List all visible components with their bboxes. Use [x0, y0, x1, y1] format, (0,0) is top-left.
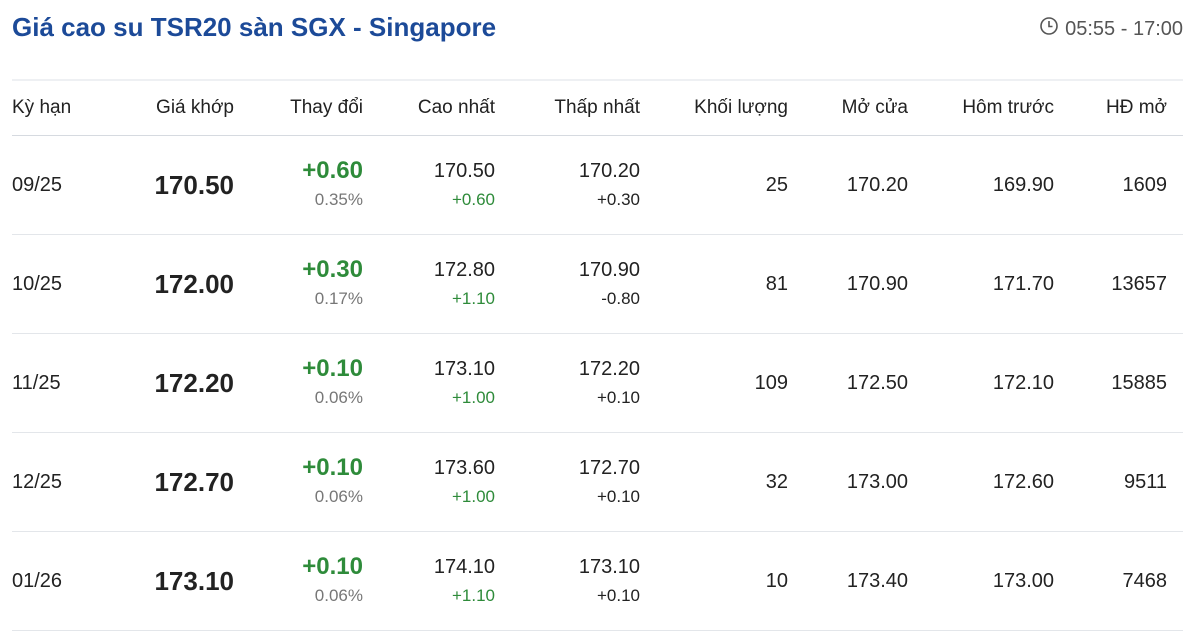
trading-hours: 05:55 - 17:00 [1039, 16, 1183, 42]
low-change: +0.10 [596, 388, 640, 407]
clock-icon [1039, 16, 1059, 42]
change-percent: 0.17% [314, 289, 363, 308]
high: 174.10 [433, 556, 495, 578]
low-change: -0.80 [601, 289, 640, 308]
open: 172.50 [846, 372, 908, 394]
open-interest: 7468 [1122, 570, 1168, 592]
table-row: 11/25 172.20 +0.10 0.06% 173.10 +1.00 172.2… [12, 333, 1183, 433]
price-table: Kỳ hạn Giá khớp Thay đổi Cao nhất Thấp nhất K… [12, 79, 1183, 631]
low-change: +0.30 [596, 190, 640, 209]
low-change: +0.10 [596, 487, 640, 506]
volume: 25 [765, 174, 788, 196]
match-price: 172.00 [154, 268, 234, 299]
open: 173.00 [846, 471, 908, 493]
volume: 81 [765, 273, 788, 295]
high-change: +1.00 [451, 487, 495, 506]
change: +0.30 [302, 256, 363, 283]
term: 10/25 [12, 273, 63, 295]
table-row: 10/25 172.00 +0.30 0.17% 172.80 +1.10 170.9… [12, 234, 1183, 334]
volume: 109 [754, 372, 788, 394]
hours-text: 05:55 - 17:00 [1065, 17, 1183, 40]
open-interest: 13657 [1111, 273, 1167, 295]
page-title: Giá cao su TSR20 sàn SGX - Singapore [12, 12, 497, 42]
volume: 10 [765, 570, 788, 592]
column-header: Thay đổi [234, 80, 363, 136]
column-header: Cao nhất [363, 80, 495, 136]
previous-close: 171.70 [992, 273, 1054, 295]
match-price: 172.20 [154, 367, 234, 398]
previous-close: 172.60 [992, 471, 1054, 493]
high-change: +0.60 [451, 190, 495, 209]
term: 11/25 [12, 372, 61, 394]
term: 09/25 [12, 174, 63, 196]
open-interest: 9511 [1123, 471, 1167, 493]
open: 170.20 [846, 174, 908, 196]
table-row: 09/25 170.50 +0.60 0.35% 170.50 +0.60 170.2… [12, 135, 1183, 235]
table-row: 01/26 173.10 +0.10 0.06% 174.10 +1.10 173.1… [12, 531, 1183, 631]
low: 170.90 [578, 259, 640, 281]
column-header: Hôm trước [908, 80, 1054, 136]
change-percent: 0.06% [314, 487, 363, 506]
change: +0.10 [302, 454, 363, 481]
previous-close: 172.10 [992, 372, 1054, 394]
low: 170.20 [578, 160, 640, 182]
change-percent: 0.06% [314, 586, 363, 605]
previous-close: 173.00 [992, 570, 1054, 592]
high: 172.80 [433, 259, 495, 281]
low: 172.70 [578, 457, 640, 479]
high: 170.50 [433, 160, 495, 182]
term: 01/26 [12, 570, 63, 592]
table-row: 12/25 172.70 +0.10 0.06% 173.60 +1.00 172.7… [12, 432, 1183, 532]
volume: 32 [765, 471, 788, 493]
low: 173.10 [578, 556, 640, 578]
high: 173.10 [433, 358, 495, 380]
column-header: Khối lượng [640, 80, 788, 136]
column-header: Kỳ hạn [12, 80, 120, 136]
change: +0.10 [302, 553, 363, 580]
open-interest: 15885 [1111, 372, 1167, 394]
change-percent: 0.35% [314, 190, 363, 209]
match-price: 170.50 [154, 169, 234, 200]
match-price: 173.10 [154, 565, 234, 596]
term: 12/25 [12, 471, 63, 493]
column-header: HĐ mở [1054, 80, 1183, 136]
table-header: Kỳ hạn Giá khớp Thay đổi Cao nhất Thấp nhất K… [12, 80, 1183, 136]
previous-close: 169.90 [992, 174, 1054, 196]
match-price: 172.70 [154, 466, 234, 497]
change: +0.10 [302, 355, 363, 382]
high-change: +1.10 [451, 586, 495, 605]
column-header: Mở cửa [788, 80, 908, 136]
open: 173.40 [846, 570, 908, 592]
high-change: +1.00 [451, 388, 495, 407]
open: 170.90 [846, 273, 908, 295]
high: 173.60 [433, 457, 495, 479]
low: 172.20 [578, 358, 640, 380]
high-change: +1.10 [451, 289, 495, 308]
open-interest: 1609 [1122, 174, 1168, 196]
column-header: Thấp nhất [495, 80, 640, 136]
column-header: Giá khớp [120, 80, 234, 136]
change: +0.60 [302, 157, 363, 184]
change-percent: 0.06% [314, 388, 363, 407]
low-change: +0.10 [596, 586, 640, 605]
